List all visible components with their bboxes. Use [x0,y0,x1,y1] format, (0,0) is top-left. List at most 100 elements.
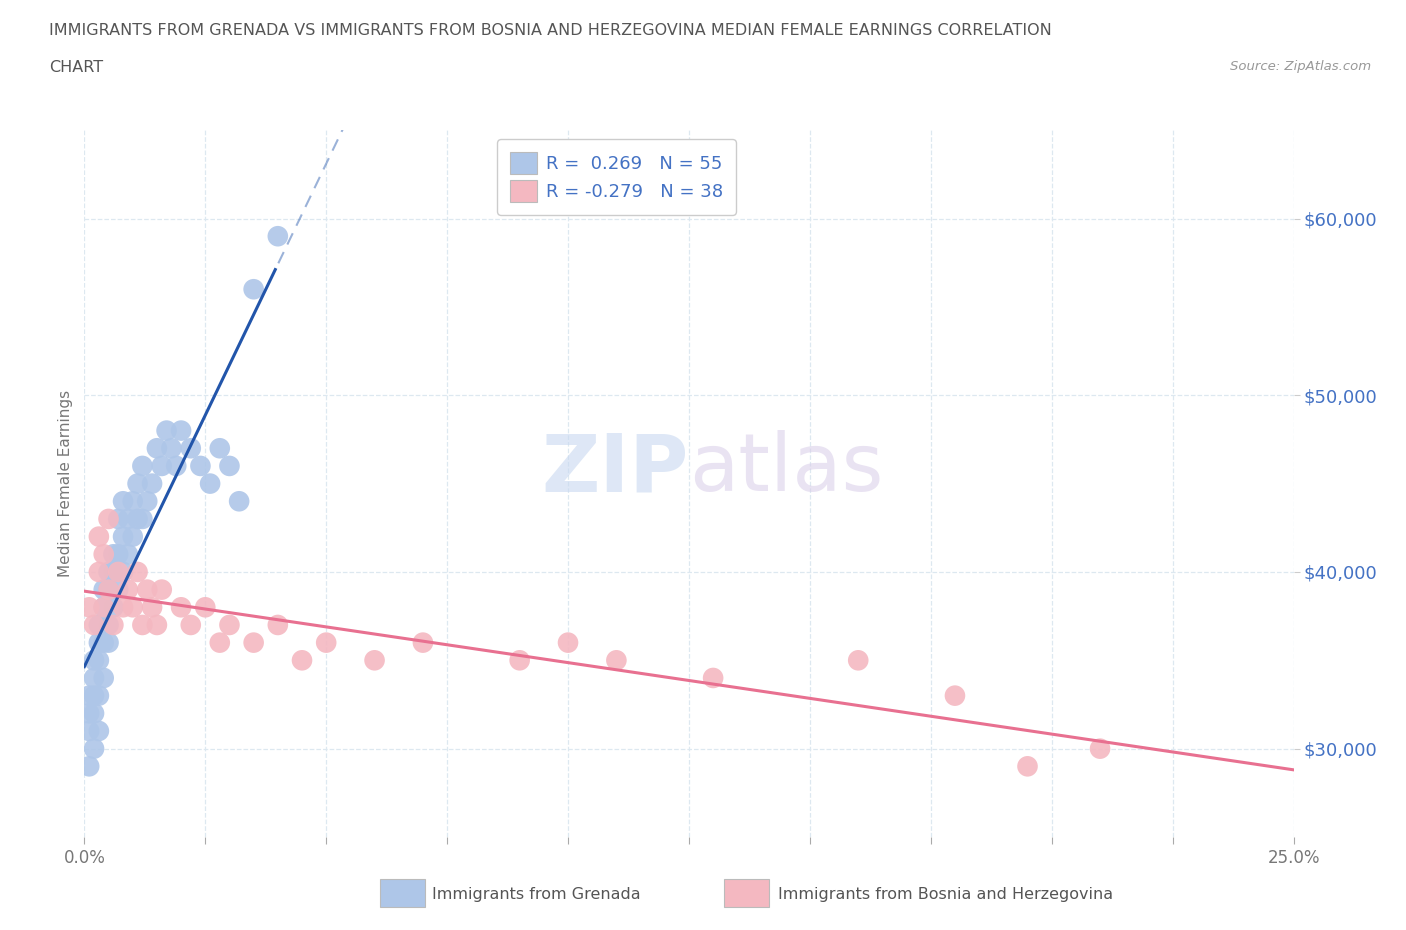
Point [97,582,120,597]
Point [93,671,115,685]
Text: atlas: atlas [689,431,883,509]
Point [97,512,120,526]
Point [131,618,153,632]
Point [107,565,129,579]
Point [83,653,105,668]
Point [87,688,110,703]
Point [180,441,202,456]
Point [112,529,135,544]
Point [77,706,100,721]
Legend: R =  0.269   N = 55, R = -0.279   N = 38: R = 0.269 N = 55, R = -0.279 N = 38 [498,140,735,215]
Point [165,458,187,473]
Point [93,547,115,562]
Point [208,441,231,456]
Point [363,653,385,668]
Point [87,724,110,738]
Point [1088,741,1111,756]
Point [83,688,105,703]
Point [107,582,129,597]
Point [242,635,264,650]
Point [93,635,115,650]
Point [93,582,115,597]
Point [412,635,434,650]
Point [208,635,231,650]
Text: Source: ZipAtlas.com: Source: ZipAtlas.com [1230,60,1371,73]
Point [150,582,173,597]
Point [315,635,337,650]
Point [136,582,159,597]
Point [77,688,100,703]
Point [112,494,135,509]
Point [87,635,110,650]
Point [121,600,143,615]
Point [83,741,105,756]
Point [198,476,221,491]
Point [87,565,110,579]
Text: ZIP: ZIP [541,431,689,509]
Point [97,618,120,632]
Point [146,618,169,632]
Point [103,618,125,632]
Point [117,547,139,562]
Text: Immigrants from Grenada: Immigrants from Grenada [432,887,640,902]
Point [943,688,966,703]
Point [605,653,627,668]
Point [170,600,193,615]
Text: Immigrants from Bosnia and Herzegovina: Immigrants from Bosnia and Herzegovina [778,887,1112,902]
Point [136,494,159,509]
Point [190,458,212,473]
Point [87,529,110,544]
Point [160,441,183,456]
Point [1017,759,1039,774]
Point [121,494,143,509]
Point [97,582,120,597]
Point [87,653,110,668]
Point [97,565,120,579]
Point [127,476,149,491]
Point [127,512,149,526]
Point [77,759,100,774]
Point [103,565,125,579]
Point [702,671,724,685]
Point [218,458,240,473]
Point [112,565,135,579]
Point [103,547,125,562]
Point [194,600,217,615]
Point [121,529,143,544]
Point [267,618,290,632]
Point [557,635,579,650]
Point [170,423,193,438]
Point [509,653,531,668]
Point [77,600,100,615]
Y-axis label: Median Female Earnings: Median Female Earnings [58,390,73,578]
Point [131,512,153,526]
Point [180,618,202,632]
Point [83,671,105,685]
Point [150,458,173,473]
Point [83,706,105,721]
Point [228,494,250,509]
Point [97,635,120,650]
Point [146,441,169,456]
Point [87,618,110,632]
Point [83,618,105,632]
Text: CHART: CHART [49,60,103,75]
Point [112,600,135,615]
Point [141,600,163,615]
Point [218,618,240,632]
Point [77,724,100,738]
Point [107,512,129,526]
Point [267,229,290,244]
Point [93,600,115,615]
Point [103,600,125,615]
Point [131,458,153,473]
Point [242,282,264,297]
Point [141,476,163,491]
Point [155,423,177,438]
Point [107,547,129,562]
Point [291,653,314,668]
Point [117,582,139,597]
Text: IMMIGRANTS FROM GRENADA VS IMMIGRANTS FROM BOSNIA AND HERZEGOVINA MEDIAN FEMALE : IMMIGRANTS FROM GRENADA VS IMMIGRANTS FR… [49,23,1052,38]
Point [117,512,139,526]
Point [127,565,149,579]
